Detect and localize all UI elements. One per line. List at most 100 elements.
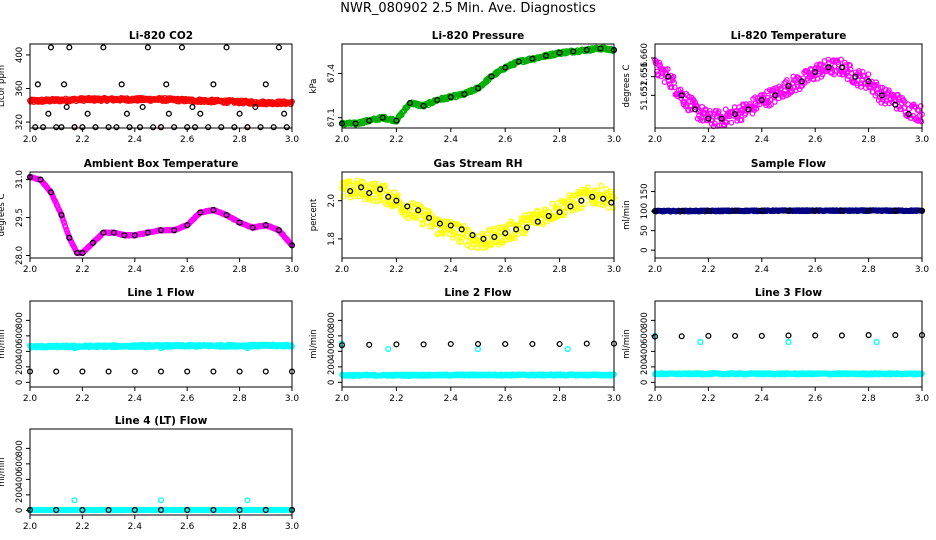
data-point [768,101,774,108]
data-point [474,85,482,92]
y-axis-label: degrees C [622,65,632,108]
x-tick-label: 2.6 [808,135,823,145]
data-point [427,223,434,230]
y-tick-label: 800 [640,312,650,328]
data-point [502,64,509,71]
data-point [417,216,424,223]
data-point [58,124,65,131]
data-point [892,101,899,108]
data-point [591,187,598,194]
data-point [825,64,832,71]
data-point [262,81,269,88]
data-point [865,78,872,85]
data-point [572,206,579,213]
data-point [378,194,384,201]
data-point [873,339,880,346]
x-tick-label: 2.8 [861,265,876,275]
data-point [598,182,604,189]
x-tick-label: 3.0 [285,265,300,275]
data-point [346,178,353,185]
data-point [812,207,819,214]
x-tick-label: 2.2 [701,135,715,145]
data-point [578,197,585,204]
x-tick-label: 2.0 [23,135,38,145]
data-point [358,178,365,185]
data-point [556,212,563,219]
data-point [691,106,699,113]
data-point [359,191,366,198]
x-tick-label: 2.6 [498,394,513,404]
plot-frame [29,43,293,129]
x-tick-label: 2.8 [232,522,247,532]
data-point [583,340,590,347]
data-point [434,96,441,104]
data-point [678,92,685,99]
data-point [465,226,472,233]
y-tick-label: 50 [640,225,650,236]
x-tick-label: 2.2 [75,265,89,275]
data-point [366,117,373,124]
data-point [502,340,509,348]
data-point [157,345,165,352]
x-tick-label: 2.4 [755,394,770,404]
data-point [732,332,739,339]
data-point [197,110,204,117]
data-point [812,68,819,76]
x-tick-label: 2.2 [701,265,715,275]
data-point [677,86,684,93]
y-tick-label: 600 [327,328,337,344]
chart-title: Sample Flow [751,158,826,170]
data-point [100,229,107,236]
x-tick-label: 3.0 [915,135,930,145]
data-point [581,201,588,208]
data-point [436,217,443,224]
data-point [838,64,845,71]
data-point [683,102,690,109]
y-tick-label: 28.0 [15,246,25,265]
data-point [610,205,617,212]
x-tick-label: 2.4 [128,394,143,404]
y-axis-label: ml/min [622,329,632,359]
data-point [474,345,482,353]
data-point [491,233,498,241]
data-point [394,192,401,199]
data-point [425,214,433,221]
x-tick-label: 2.6 [498,135,513,145]
data-point [728,119,735,126]
data-point [165,110,172,117]
y-tick-label: 67.4 [327,64,337,83]
data-point [192,124,199,131]
plot-frame [341,171,615,259]
data-point [600,195,607,202]
x-tick-label: 3.0 [285,394,300,404]
data-point [413,212,419,218]
data-point [136,124,144,131]
data-point [785,82,792,90]
x-tick-label: 2.8 [232,135,247,145]
data-point [347,188,354,195]
data-point [453,233,460,239]
data-point [892,332,899,339]
x-tick-label: 2.0 [335,394,350,404]
data-point [66,234,73,241]
data-point [236,219,243,226]
data-point [561,212,568,218]
data-point [393,117,400,124]
data-point [66,44,73,51]
data-point [144,229,151,236]
x-tick-label: 2.2 [701,394,715,404]
data-point [223,44,230,51]
y-tick-label: 200 [15,359,25,375]
data-point [678,333,685,340]
data-point [210,206,217,213]
data-point [833,68,840,74]
x-tick-label: 2.4 [128,135,143,145]
data-point [370,198,377,204]
data-point [556,340,563,348]
data-point [184,222,191,229]
x-tick-label: 3.0 [915,394,930,404]
data-point [529,55,536,62]
x-tick-label: 2.4 [755,135,770,145]
y-tick-label: 600 [640,328,650,344]
